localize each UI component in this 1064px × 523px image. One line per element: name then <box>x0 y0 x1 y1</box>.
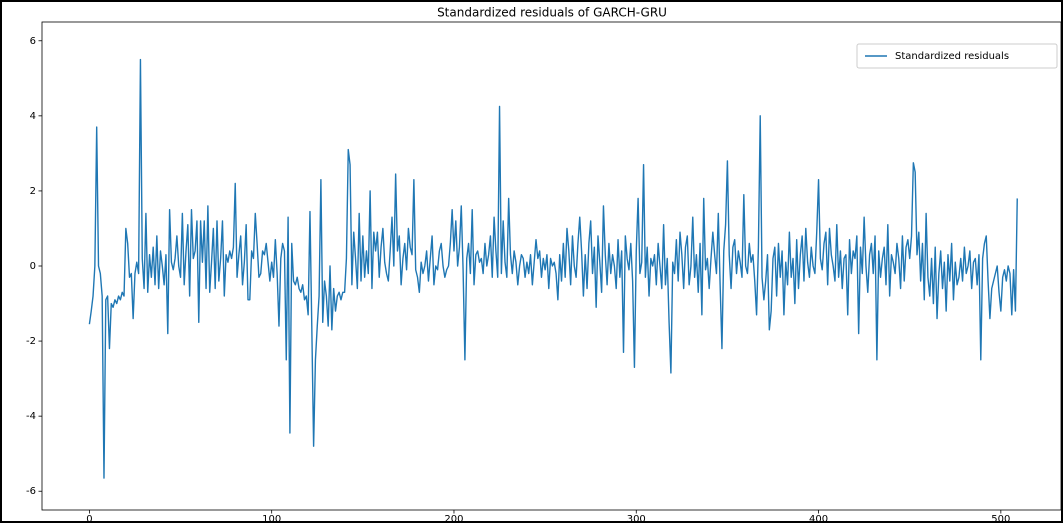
legend-label: Standardized residuals <box>895 51 1009 62</box>
y-tick-label: -6 <box>26 486 36 497</box>
y-tick-label: 2 <box>30 186 36 197</box>
x-tick-label: 500 <box>991 514 1010 523</box>
line-series <box>88 58 1018 479</box>
y-tick-label: 0 <box>30 261 36 272</box>
x-tick-label: 300 <box>627 514 646 523</box>
chart-title: Standardized residuals of GARCH-GRU <box>437 6 667 20</box>
y-tick-label: -2 <box>26 336 36 347</box>
plot-frame <box>41 21 1062 511</box>
x-tick-label: 0 <box>86 514 92 523</box>
y-tick-label: 4 <box>30 111 36 122</box>
legend-box <box>856 43 1058 69</box>
x-tick-label: 400 <box>809 514 828 523</box>
x-tick-label: 100 <box>262 514 281 523</box>
x-tick-label: 200 <box>444 514 463 523</box>
y-tick-label: 6 <box>30 36 36 47</box>
y-tick-label: -4 <box>26 411 36 422</box>
